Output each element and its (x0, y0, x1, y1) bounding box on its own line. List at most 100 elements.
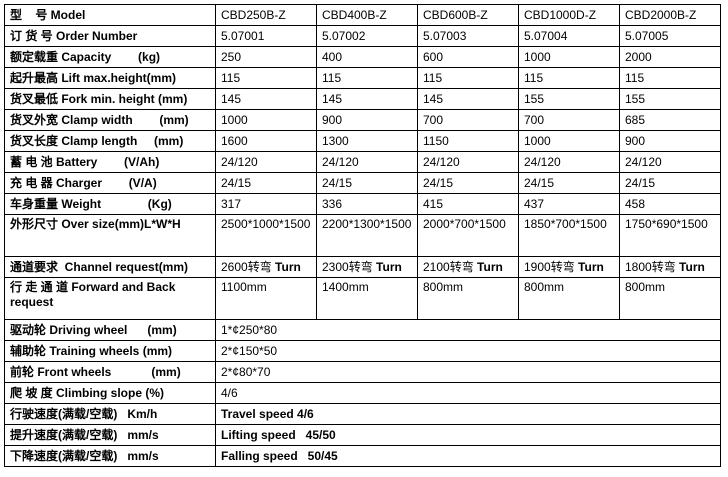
cell-channel-3: 2100转弯 Turn (417, 256, 519, 278)
row-label-climbing-slope: 爬 坡 度 Climbing slope (%) (4, 382, 216, 404)
table-row-forward-back-request: 行 走 通 道 Forward and Back request 1100mm … (4, 277, 721, 320)
table-row-model: 型 号 Model CBD250B-Z CBD400B-Z CBD600B-Z … (4, 4, 721, 26)
cell-clampl-5: 900 (619, 130, 721, 152)
spec-sheet: 型 号 Model CBD250B-Z CBD400B-Z CBD600B-Z … (4, 4, 721, 467)
cell-battery-5: 24/120 (619, 151, 721, 173)
cell-battery-3: 24/120 (417, 151, 519, 173)
cell-charger-3: 24/15 (417, 172, 519, 194)
row-label-lifting-speed: 提升速度(满载/空载) mm/s (4, 424, 216, 446)
row-label-capacity: 额定载重 Capacity (kg) (4, 46, 216, 68)
row-label-front-wheels: 前轮 Front wheels (mm) (4, 361, 216, 383)
turn-distance: 1900转弯 (524, 259, 575, 274)
cell-model-3: CBD600B-Z (417, 4, 519, 26)
turn-distance: 1800转弯 (625, 259, 676, 274)
table-row-capacity: 额定载重 Capacity (kg) 250 400 600 1000 2000 (4, 46, 721, 68)
cell-liftmax-5: 115 (619, 67, 721, 89)
cell-driving-wheel: 1*¢250*80 (215, 319, 721, 341)
cell-oversize-4: 1850*700*1500 (518, 214, 620, 257)
cell-charger-4: 24/15 (518, 172, 620, 194)
cell-clampl-1: 1600 (215, 130, 317, 152)
cell-order-4: 5.07004 (518, 25, 620, 47)
cell-battery-2: 24/120 (316, 151, 418, 173)
turn-distance: 2300转弯 (322, 259, 373, 274)
row-label-driving-wheel: 驱动轮 Driving wheel (mm) (4, 319, 216, 341)
table-row-falling-speed: 下降速度(满载/空载) mm/s Falling speed 50/45 (4, 445, 721, 467)
row-label-model: 型 号 Model (4, 4, 216, 26)
cell-channel-4: 1900转弯 Turn (518, 256, 620, 278)
table-row-over-size: 外形尺寸 Over size(mm)L*W*H 2500*1000*1500 2… (4, 214, 721, 257)
row-label-clamp-width: 货叉外宽 Clamp width (mm) (4, 109, 216, 131)
cell-charger-1: 24/15 (215, 172, 317, 194)
cell-fwdback-3: 800mm (417, 277, 519, 320)
cell-clampw-5: 685 (619, 109, 721, 131)
row-label-channel-request: 通道要求 Channel request(mm) (4, 256, 216, 278)
row-label-weight: 车身重量 Weight (Kg) (4, 193, 216, 215)
cell-charger-2: 24/15 (316, 172, 418, 194)
cell-oversize-5: 1750*690*1500 (619, 214, 721, 257)
cell-travel-speed: Travel speed 4/6 (215, 403, 721, 425)
cell-model-1: CBD250B-Z (215, 4, 317, 26)
cell-order-1: 5.07001 (215, 25, 317, 47)
cell-weight-1: 317 (215, 193, 317, 215)
cell-forkmin-2: 145 (316, 88, 418, 110)
cell-fwdback-2: 1400mm (316, 277, 418, 320)
turn-label: Turn (275, 259, 301, 274)
cell-weight-3: 415 (417, 193, 519, 215)
cell-model-4: CBD1000D-Z (518, 4, 620, 26)
table-row-weight: 车身重量 Weight (Kg) 317 336 415 437 458 (4, 193, 721, 215)
cell-fwdback-1: 1100mm (215, 277, 317, 320)
cell-clampw-4: 700 (518, 109, 620, 131)
cell-order-2: 5.07002 (316, 25, 418, 47)
cell-fwdback-5: 800mm (619, 277, 721, 320)
turn-distance: 2100转弯 (423, 259, 474, 274)
table-row-lift-max-height: 起升最高 Lift max.height(mm) 115 115 115 115… (4, 67, 721, 89)
cell-clampl-3: 1150 (417, 130, 519, 152)
cell-capacity-5: 2000 (619, 46, 721, 68)
table-row-driving-wheel: 驱动轮 Driving wheel (mm) 1*¢250*80 (4, 319, 721, 341)
cell-clampw-3: 700 (417, 109, 519, 131)
table-row-climbing-slope: 爬 坡 度 Climbing slope (%) 4/6 (4, 382, 721, 404)
row-label-travel-speed: 行驶速度(满载/空载) Km/h (4, 403, 216, 425)
cell-clampw-1: 1000 (215, 109, 317, 131)
spec-table: 型 号 Model CBD250B-Z CBD400B-Z CBD600B-Z … (4, 4, 721, 467)
table-row-front-wheels: 前轮 Front wheels (mm) 2*¢80*70 (4, 361, 721, 383)
table-row-order-number: 订 货 号 Order Number 5.07001 5.07002 5.070… (4, 25, 721, 47)
cell-capacity-4: 1000 (518, 46, 620, 68)
row-label-lift-max-height: 起升最高 Lift max.height(mm) (4, 67, 216, 89)
cell-charger-5: 24/15 (619, 172, 721, 194)
cell-liftmax-1: 115 (215, 67, 317, 89)
table-row-lifting-speed: 提升速度(满载/空载) mm/s Lifting speed 45/50 (4, 424, 721, 446)
cell-channel-2: 2300转弯 Turn (316, 256, 418, 278)
table-row-battery: 蓄 电 池 Battery (V/Ah) 24/120 24/120 24/12… (4, 151, 721, 173)
row-label-forward-back-request: 行 走 通 道 Forward and Back request (4, 277, 216, 320)
cell-order-5: 5.07005 (619, 25, 721, 47)
cell-channel-1: 2600转弯 Turn (215, 256, 317, 278)
cell-model-2: CBD400B-Z (316, 4, 418, 26)
row-label-falling-speed: 下降速度(满载/空载) mm/s (4, 445, 216, 467)
cell-capacity-2: 400 (316, 46, 418, 68)
row-label-order-number: 订 货 号 Order Number (4, 25, 216, 47)
cell-climbing-slope: 4/6 (215, 382, 721, 404)
turn-label: Turn (477, 259, 503, 274)
cell-order-3: 5.07003 (417, 25, 519, 47)
cell-channel-5: 1800转弯 Turn (619, 256, 721, 278)
row-label-charger: 充 电 器 Charger (V/A) (4, 172, 216, 194)
cell-clampw-2: 900 (316, 109, 418, 131)
turn-label: Turn (679, 259, 705, 274)
cell-falling-speed: Falling speed 50/45 (215, 445, 721, 467)
turn-distance: 2600转弯 (221, 259, 272, 274)
row-label-fork-min-height: 货叉最低 Fork min. height (mm) (4, 88, 216, 110)
row-label-battery: 蓄 电 池 Battery (V/Ah) (4, 151, 216, 173)
cell-weight-4: 437 (518, 193, 620, 215)
cell-clampl-2: 1300 (316, 130, 418, 152)
cell-battery-1: 24/120 (215, 151, 317, 173)
cell-front-wheels: 2*¢80*70 (215, 361, 721, 383)
table-row-channel-request: 通道要求 Channel request(mm) 2600转弯 Turn 230… (4, 256, 721, 278)
table-row-clamp-width: 货叉外宽 Clamp width (mm) 1000 900 700 700 6… (4, 109, 721, 131)
cell-liftmax-3: 115 (417, 67, 519, 89)
cell-forkmin-3: 145 (417, 88, 519, 110)
table-row-charger: 充 电 器 Charger (V/A) 24/15 24/15 24/15 24… (4, 172, 721, 194)
cell-forkmin-5: 155 (619, 88, 721, 110)
table-row-travel-speed: 行驶速度(满载/空载) Km/h Travel speed 4/6 (4, 403, 721, 425)
row-label-training-wheels: 辅助轮 Training wheels (mm) (4, 340, 216, 362)
